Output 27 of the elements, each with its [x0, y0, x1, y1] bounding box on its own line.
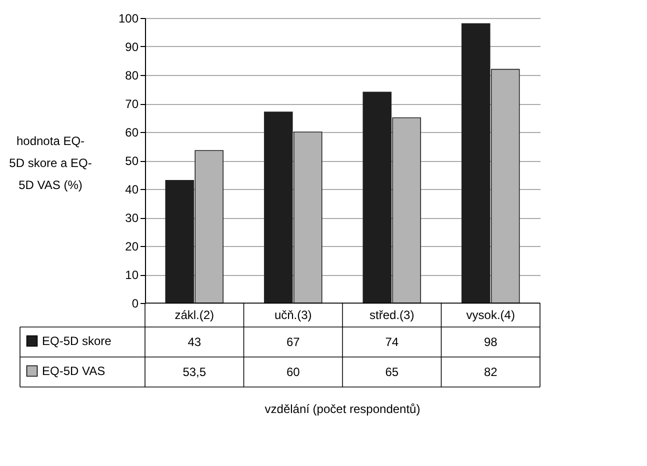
data-label: 65	[385, 365, 399, 379]
y-tick-label: 0	[132, 296, 139, 310]
legend-label: EQ-5D skore	[42, 334, 112, 348]
text: vzdělání (počet respondentů)	[264, 402, 420, 416]
y-axis-title: hodnota EQ-5D skore a EQ-5D VAS (%)	[9, 134, 92, 192]
legend-label: EQ-5D VAS	[42, 364, 106, 378]
x-tick-label: vysok.(4)	[466, 308, 515, 322]
data-label: 53,5	[182, 365, 206, 379]
y-tick-label: 80	[125, 68, 139, 82]
x-tick-label: zákl.(2)	[174, 308, 214, 322]
y-tick-label: 100	[118, 12, 139, 26]
y-tick-label: 20	[125, 240, 139, 254]
y-tick-label: 40	[125, 182, 139, 196]
data-label: 98	[484, 335, 498, 349]
y-tick-label: 90	[125, 40, 139, 54]
y-tick-label: 30	[125, 211, 139, 225]
x-tick-label: střed.(3)	[370, 308, 414, 322]
data-label: 67	[286, 335, 300, 349]
data-label: 60	[286, 365, 300, 379]
data-label: 82	[484, 365, 498, 379]
data-label: 74	[385, 335, 399, 349]
data-label: 43	[188, 335, 202, 349]
y-tick-label: 60	[125, 126, 139, 140]
y-tick-label: 70	[125, 97, 139, 111]
x-tick-label: učň.(3)	[274, 308, 312, 322]
y-tick-label: 10	[125, 268, 139, 282]
y-tick-label: 50	[125, 154, 139, 168]
